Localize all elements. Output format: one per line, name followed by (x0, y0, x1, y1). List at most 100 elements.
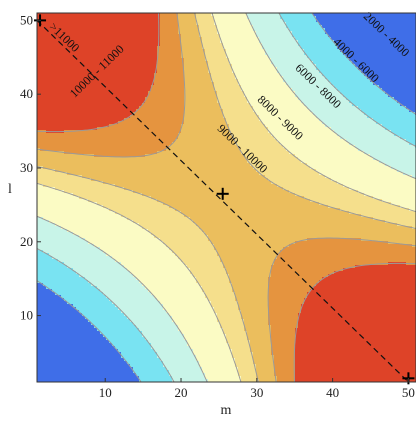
contour-cell (103, 25, 107, 29)
contour-cell (88, 139, 92, 143)
contour-cell (82, 58, 86, 62)
contour-cell (82, 316, 86, 320)
contour-cell (151, 19, 155, 23)
contour-cell (67, 145, 71, 149)
contour-cell (121, 379, 125, 382)
contour-cell (106, 49, 110, 53)
contour-cell (145, 202, 149, 206)
contour-cell (49, 19, 53, 23)
contour-cell (70, 118, 74, 122)
contour-cell (100, 286, 104, 290)
contour-cell (136, 298, 140, 302)
contour-cell (130, 190, 134, 194)
contour-cell (151, 379, 155, 382)
contour-cell (61, 112, 65, 116)
contour-cell (88, 157, 92, 161)
contour-cell (46, 28, 50, 32)
contour-cell (124, 169, 128, 173)
contour-cell (79, 31, 83, 35)
contour-cell (154, 49, 158, 53)
contour-cell (37, 379, 41, 382)
contour-cell (151, 193, 155, 197)
contour-cell (73, 352, 77, 356)
contour-cell (37, 151, 41, 155)
contour-cell (100, 142, 104, 146)
contour-cell (64, 31, 68, 35)
contour-cell (133, 13, 137, 17)
contour-cell (121, 49, 125, 53)
contour-cell (94, 193, 98, 197)
contour-cell (106, 52, 110, 56)
contour-cell (64, 340, 68, 344)
contour-cell (139, 145, 143, 149)
contour-cell (133, 271, 137, 275)
contour-cell (97, 103, 101, 107)
contour-cell (136, 304, 140, 308)
contour-cell (58, 265, 62, 269)
contour-cell (145, 310, 149, 314)
contour-cell (118, 109, 122, 113)
contour-cell (115, 283, 119, 287)
contour-cell (109, 85, 113, 89)
contour-cell (88, 184, 92, 188)
contour-cell (106, 340, 110, 344)
contour-cell (136, 157, 140, 161)
contour-cell (70, 223, 74, 227)
contour-cell (157, 178, 161, 182)
contour-cell (43, 238, 47, 242)
contour-cell (37, 256, 41, 260)
contour-cell (94, 307, 98, 311)
contour-cell (79, 199, 83, 203)
contour-cell (142, 340, 146, 344)
contour-cell (106, 256, 110, 260)
contour-cell (43, 280, 47, 284)
contour-cell (40, 28, 44, 32)
contour-cell (109, 25, 113, 29)
contour-cell (148, 73, 152, 77)
contour-cell (124, 358, 128, 362)
contour-cell (100, 376, 104, 380)
contour-cell (64, 283, 68, 287)
contour-cell (76, 118, 80, 122)
contour-cell (40, 37, 44, 41)
contour-cell (88, 67, 92, 71)
contour-cell (109, 277, 113, 281)
contour-cell (130, 238, 134, 242)
contour-cell (151, 46, 155, 50)
contour-cell (46, 169, 50, 173)
contour-cell (139, 319, 143, 323)
contour-cell (46, 70, 50, 74)
contour-cell (124, 112, 128, 116)
contour-cell (88, 229, 92, 233)
contour-cell (37, 316, 41, 320)
contour-cell (142, 292, 146, 296)
contour-cell (37, 160, 41, 164)
contour-cell (49, 259, 53, 263)
contour-cell (121, 73, 125, 77)
contour-cell (70, 325, 74, 329)
contour-cell (40, 40, 44, 44)
contour-cell (37, 121, 41, 125)
contour-cell (76, 244, 80, 248)
contour-cell (64, 247, 68, 251)
contour-cell (52, 247, 56, 251)
contour-cell (106, 280, 110, 284)
contour-cell (52, 157, 56, 161)
contour-cell (85, 319, 89, 323)
contour-cell (130, 262, 134, 266)
contour-cell (76, 16, 80, 20)
contour-cell (76, 43, 80, 47)
contour-cell (118, 331, 122, 335)
contour-cell (109, 133, 113, 137)
contour-cell (58, 313, 62, 317)
contour-cell (52, 322, 56, 326)
contour-cell (49, 103, 53, 107)
contour-cell (52, 127, 56, 131)
contour-cell (109, 274, 113, 278)
contour-cell (82, 277, 86, 281)
contour-cell (109, 172, 113, 176)
contour-cell (112, 247, 116, 251)
contour-cell (112, 97, 116, 101)
contour-cell (97, 58, 101, 62)
contour-cell (94, 22, 98, 26)
